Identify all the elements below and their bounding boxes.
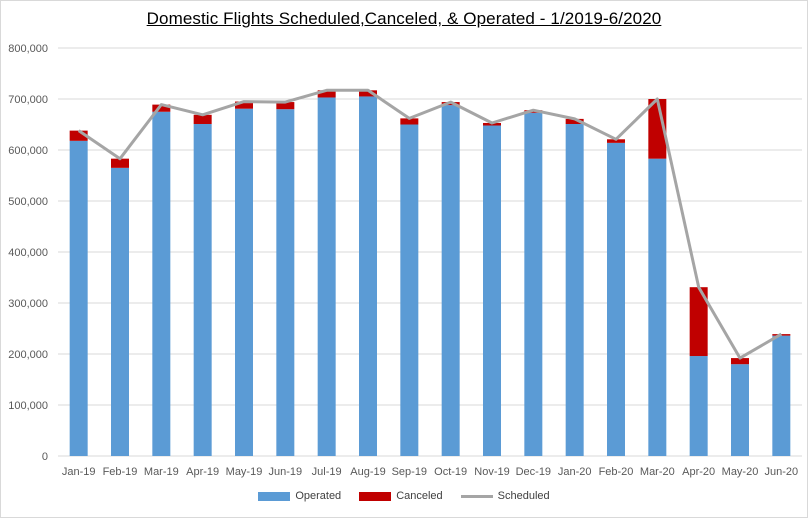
- legend-item-scheduled: Scheduled: [460, 490, 550, 502]
- x-tick-label: May-20: [722, 466, 759, 478]
- x-tick-label: Dec-19: [516, 466, 551, 478]
- y-tick-label: 0: [42, 451, 48, 463]
- y-tick-label: 400,000: [8, 247, 48, 259]
- y-tick-label: 700,000: [8, 94, 48, 106]
- bar-operated: [276, 109, 295, 456]
- bar-operated: [731, 364, 749, 456]
- bar-canceled: [359, 90, 377, 97]
- x-tick-label: Feb-19: [103, 466, 138, 478]
- y-axis-tick-labels: 0 100,000 200,000 300,000 400,000 500,000 600,…: [8, 43, 48, 463]
- y-tick-label: 200,000: [8, 349, 48, 361]
- bar-canceled: [235, 101, 253, 109]
- legend-item-canceled: Canceled: [359, 490, 443, 502]
- bar-canceled: [317, 90, 336, 98]
- x-tick-label: Feb-20: [599, 466, 634, 478]
- chart-title: Domestic Flights Scheduled,Canceled, & O…: [146, 9, 662, 28]
- bar-canceled: [193, 114, 212, 124]
- bar-operated: [69, 140, 88, 456]
- line-scheduled: [77, 88, 783, 360]
- bar-series: [69, 90, 791, 457]
- x-tick-label: Jun-19: [269, 466, 303, 478]
- bar-operated: [400, 124, 419, 456]
- bar-operated: [648, 158, 667, 457]
- x-tick-label: Mar-19: [144, 466, 179, 478]
- bar-canceled: [607, 139, 625, 143]
- x-tick-label: Jun-20: [765, 466, 799, 478]
- x-tick-label: Oct-19: [434, 466, 467, 478]
- y-tick-label: 800,000: [8, 43, 48, 55]
- x-tick-label: Nov-19: [474, 466, 509, 478]
- bar-operated: [235, 108, 253, 456]
- x-axis-tick-labels: Jan-19 Feb-19 Mar-19 Apr-19 May-19 Jun-19 Jul-…: [62, 466, 798, 478]
- x-tick-label: May-19: [226, 466, 263, 478]
- bar-canceled: [69, 130, 88, 141]
- bar-operated: [607, 142, 625, 457]
- bar-canceled: [111, 158, 129, 168]
- line-series: [77, 88, 783, 360]
- bar-canceled: [689, 287, 708, 357]
- legend-label-operated: Operated: [295, 490, 342, 502]
- x-tick-label: Jan-19: [62, 466, 96, 478]
- x-tick-label: Apr-19: [186, 466, 219, 478]
- legend-label-canceled: Canceled: [396, 490, 443, 502]
- x-tick-label: Apr-20: [682, 466, 715, 478]
- y-tick-label: 100,000: [8, 400, 48, 412]
- bar-operated: [111, 167, 129, 456]
- bar-canceled: [565, 118, 584, 124]
- bar-operated: [689, 356, 708, 456]
- bar-canceled: [731, 358, 749, 365]
- gridlines: [58, 47, 802, 457]
- chart-plot: 0 100,000 200,000 300,000 400,000 500,000 600,…: [8, 43, 802, 478]
- legend-swatch-canceled: [359, 491, 392, 501]
- legend-swatch-operated: [258, 491, 291, 501]
- legend-swatch-scheduled: [460, 494, 493, 498]
- bar-operated: [152, 111, 171, 456]
- legend: Operated Canceled Scheduled: [0, 490, 808, 502]
- x-tick-label: Aug-19: [350, 466, 385, 478]
- bar-operated: [483, 125, 501, 457]
- bar-canceled: [400, 118, 419, 125]
- legend-label-scheduled: Scheduled: [497, 490, 550, 502]
- y-tick-label: 500,000: [8, 196, 48, 208]
- bar-operated: [317, 97, 336, 456]
- bar-canceled: [276, 102, 295, 110]
- bar-operated: [193, 123, 212, 457]
- bar-operated: [565, 123, 584, 457]
- y-tick-label: 600,000: [8, 145, 48, 157]
- bar-operated: [359, 96, 377, 456]
- bar-operated: [441, 105, 460, 457]
- legend-item-operated: Operated: [258, 490, 341, 502]
- x-tick-label: Jul-19: [312, 466, 342, 478]
- y-tick-label: 300,000: [8, 298, 48, 310]
- x-tick-label: Mar-20: [640, 466, 675, 478]
- bar-canceled: [152, 104, 171, 112]
- bar-operated: [524, 112, 543, 457]
- x-tick-label: Sep-19: [392, 466, 427, 478]
- x-tick-label: Jan-20: [558, 466, 592, 478]
- bar-operated: [772, 335, 791, 456]
